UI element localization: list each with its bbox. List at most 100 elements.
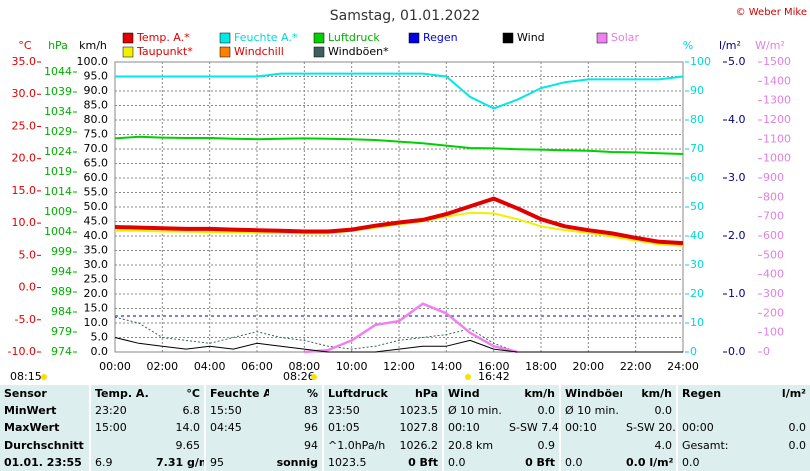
y-tick-label: 40 — [690, 229, 704, 242]
legend-swatch — [408, 32, 420, 44]
y-tick-label: 1014 — [44, 185, 72, 198]
y-tick-label: 55.0 — [84, 186, 109, 199]
y-tick-label: 70 — [690, 142, 704, 155]
legend-swatch — [502, 32, 514, 44]
y-tick-label: -5.0 — [15, 313, 36, 326]
x-tick-label: 18:00 — [525, 360, 557, 373]
table-cell: 0.0 — [788, 421, 807, 435]
table-cell: 14.0 — [175, 421, 201, 435]
sun-time: 08:15 — [10, 370, 42, 383]
legend-swatch — [122, 46, 134, 58]
sun-time: 08:26 — [283, 370, 315, 383]
table-cell: Regen — [676, 385, 745, 403]
y-tick-label: 50 — [690, 200, 704, 213]
x-tick-label: 20:00 — [572, 360, 604, 373]
table-cell: Ø 10 min. — [442, 402, 505, 420]
y-tick-label: 0 — [690, 345, 697, 358]
legend-label: Regen — [423, 31, 458, 44]
y-tick-label: 60 — [690, 171, 704, 184]
table-cell: 04:45 — [204, 419, 269, 437]
y-tick-label: 30 — [690, 258, 704, 271]
chart-title: Samstag, 01.01.2022 — [330, 8, 480, 24]
table-cell: 23:50 — [322, 402, 389, 420]
table-cell: 01:05 — [322, 419, 389, 437]
table-cell: 00:00 — [676, 419, 745, 437]
y-tick-label: 20.0 — [84, 287, 109, 300]
y-tick-label: 50.0 — [84, 200, 109, 213]
y-tick-label: 1039 — [44, 85, 72, 98]
table-cell: 1027.8 — [399, 421, 439, 435]
y-tick-label: 500 — [763, 248, 784, 261]
table-cell — [559, 436, 622, 454]
sun-marker — [311, 374, 317, 380]
y-tick-label: 5.0 — [19, 248, 37, 261]
x-tick-label: 08:00 — [288, 360, 320, 373]
legend-swatch — [219, 46, 231, 58]
y-tick-label: 15.0 — [12, 184, 37, 197]
table-cell: Durchschnitt — [4, 438, 84, 452]
table-cell: 95 — [204, 453, 269, 471]
axis-unit: km/h — [79, 39, 107, 52]
y-tick-label: 65.0 — [84, 157, 109, 170]
legend-label: Taupunkt* — [136, 45, 193, 58]
axis-unit: % — [683, 39, 693, 52]
series-line — [115, 72, 684, 110]
y-tick-label: 25.0 — [84, 273, 109, 286]
y-tick-label: 1100 — [763, 132, 791, 145]
x-tick-label: 02:00 — [146, 360, 178, 373]
stats-table: Sensor Temp. A. °C Feuchte A.% Luftdruck hPa W… — [0, 385, 810, 471]
y-tick-label: 1300 — [763, 94, 791, 107]
y-tick-label: 80.0 — [84, 113, 109, 126]
y-tick-label: 1029 — [44, 125, 72, 138]
y-tick-label: 900 — [763, 171, 784, 184]
table-cell — [676, 402, 745, 420]
x-tick-label: 12:00 — [383, 360, 415, 373]
y-tick-label: 600 — [763, 229, 784, 242]
y-tick-label: 95.0 — [84, 70, 109, 83]
y-tick-label: 1009 — [44, 205, 72, 218]
series-line — [114, 337, 683, 353]
table-cell: 6.9 — [89, 453, 152, 471]
axis-unit: °C — [18, 39, 32, 52]
y-tick-label: 2.0 — [728, 229, 746, 242]
axis-unit: hPa — [48, 39, 68, 52]
table-cell: Luftdruck — [322, 385, 389, 403]
table-cell: 0.0 — [559, 453, 622, 471]
table-cell: 0.0 — [788, 438, 807, 452]
table-cell: l/m² — [781, 387, 806, 401]
table-cell: km/h — [641, 387, 672, 401]
table-cell: 83 — [304, 404, 318, 418]
legend-swatch — [596, 32, 608, 44]
y-tick-label: 984 — [51, 305, 72, 318]
table-cell: 0.0 l/m² — [626, 455, 674, 469]
y-tick-label: -10.0 — [8, 345, 36, 358]
y-tick-label: 40.0 — [84, 229, 109, 242]
y-tick-label: 100 — [690, 55, 711, 68]
table-cell: ^1.0hPa/h — [322, 436, 389, 454]
y-tick-label: 989 — [51, 285, 72, 298]
table-cell: 4.0 — [654, 438, 673, 452]
x-tick-label: 16:00 — [478, 360, 510, 373]
table-cell: 15:50 — [204, 402, 269, 420]
y-tick-label: 1.0 — [728, 287, 746, 300]
table-cell: MaxWert — [4, 421, 60, 435]
legend-swatch — [313, 32, 325, 44]
y-tick-label: 30.0 — [12, 87, 37, 100]
table-cell: 94 — [304, 438, 318, 452]
table-cell — [89, 436, 152, 454]
table-row: Durchschnitt 9.65 94 ^1.0hPa/h 1026.2 20.8 km… — [0, 436, 810, 454]
x-tick-label: 06:00 — [241, 360, 273, 373]
y-tick-label: 979 — [51, 325, 72, 338]
table-cell: 96 — [304, 421, 318, 435]
legend-swatch — [219, 32, 231, 44]
y-tick-label: 1044 — [44, 65, 72, 78]
y-tick-label: 100.0 — [77, 55, 109, 68]
y-tick-label: 85.0 — [84, 99, 109, 112]
table-row: Sensor Temp. A. °C Feuchte A.% Luftdruck hPa W… — [0, 385, 810, 403]
y-tick-label: 35.0 — [12, 55, 37, 68]
legend-swatch — [313, 46, 325, 58]
table-cell: hPa — [414, 387, 438, 401]
table-cell: Sensor — [4, 387, 47, 401]
y-tick-label: 200 — [763, 306, 784, 319]
chart: Samstag, 01.01.2022 © Weber Mike °C -10.0… — [8, 7, 807, 383]
